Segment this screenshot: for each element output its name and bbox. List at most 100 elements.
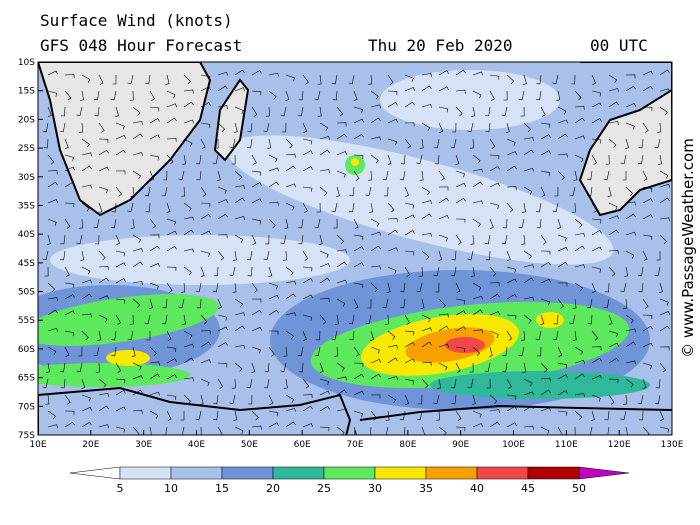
wind-barb — [268, 394, 274, 405]
wind-barb — [557, 346, 563, 357]
wind-barb — [302, 294, 313, 300]
wind-barb — [353, 426, 358, 435]
wind-barb — [81, 152, 92, 157]
wind-barb — [642, 378, 647, 389]
lat-label: 70S — [18, 402, 35, 412]
wind-barb — [625, 201, 636, 206]
wind-barb — [166, 90, 176, 99]
wind-barb — [659, 217, 670, 222]
wind-barb — [213, 410, 219, 421]
wind-barb — [472, 181, 483, 188]
wind-barb — [574, 135, 585, 140]
wind-barb — [438, 197, 449, 204]
wind-barb — [81, 266, 91, 275]
wind-barb — [285, 312, 296, 317]
wind-barb — [620, 154, 627, 165]
wind-barb — [540, 170, 551, 177]
wind-barb — [421, 341, 432, 348]
wind-barb — [93, 90, 100, 101]
wind-barb — [587, 170, 593, 181]
wind-barb — [506, 330, 513, 341]
wind-barb — [166, 266, 177, 271]
wind-barb — [488, 346, 493, 357]
map — [38, 62, 672, 435]
wind-barb — [217, 85, 228, 92]
wind-barb — [623, 394, 628, 405]
wind-barb — [540, 362, 548, 373]
wind-barb — [591, 357, 602, 364]
wind-barb — [64, 421, 75, 428]
wind-barb — [234, 298, 243, 308]
wind-barb — [285, 394, 295, 403]
wind-barb — [654, 138, 661, 149]
wind-barb — [421, 232, 432, 237]
wind-barb — [433, 394, 440, 405]
wind-barb — [248, 394, 253, 405]
wind-barb — [421, 104, 432, 108]
wind-barb — [268, 294, 279, 300]
wind-barb — [127, 202, 134, 213]
wind-barb — [587, 314, 593, 325]
wind-barb — [268, 154, 278, 163]
wind-barb — [404, 250, 415, 256]
colorbar-label: 25 — [317, 482, 331, 495]
wind-barb — [247, 266, 253, 277]
wind-barb — [183, 202, 192, 212]
colorbar-bin — [527, 466, 580, 480]
wind-barb — [149, 154, 160, 161]
wind-barb — [370, 104, 381, 109]
wind-barb — [302, 314, 313, 321]
wind-barb — [370, 330, 375, 341]
wind-barb — [232, 250, 237, 261]
wind-barb — [642, 122, 649, 133]
wind-barb — [268, 218, 276, 229]
wind-barb — [574, 373, 585, 380]
wind-barb — [47, 410, 56, 420]
wind-barb — [387, 266, 397, 275]
wind-barb — [298, 90, 304, 101]
wind-barb — [251, 170, 262, 176]
wind-barb — [642, 426, 650, 435]
wind-barb — [285, 138, 293, 149]
wind-barb — [317, 106, 322, 117]
wind-barb — [251, 90, 262, 96]
wind-barb — [421, 85, 432, 92]
wind-barb — [268, 201, 279, 206]
wind-barb — [132, 152, 143, 157]
wind-barb — [421, 378, 429, 389]
wind-barb — [506, 378, 512, 389]
wind-barb — [302, 330, 307, 341]
wind-barb — [64, 266, 70, 277]
wind-barb — [112, 74, 117, 85]
wind-barb — [625, 85, 636, 92]
wind-barb — [574, 154, 584, 163]
wind-barb — [451, 394, 457, 405]
wind-barb — [183, 266, 192, 276]
wind-barb — [200, 122, 211, 128]
wind-barb — [620, 410, 627, 421]
wind-barb — [370, 218, 380, 227]
wind-barb — [64, 330, 75, 337]
wind-barb — [489, 138, 496, 149]
subtitle: GFS 048 Hour Forecast — [40, 36, 242, 55]
wind-barb — [200, 102, 211, 108]
wind-barb — [149, 410, 159, 419]
wind-barb — [368, 74, 373, 85]
wind-barb — [484, 362, 491, 373]
wind-barb — [625, 103, 636, 108]
wind-barb — [642, 298, 649, 309]
lat-label: 60S — [18, 345, 35, 355]
wind-barb — [574, 282, 583, 292]
wind-barb — [603, 298, 610, 309]
wind-barb — [81, 406, 92, 412]
wind-barb — [659, 311, 670, 316]
wind-barb — [79, 90, 84, 101]
lon-label: 70E — [346, 440, 363, 450]
wind-barb — [370, 346, 380, 354]
wind-barb — [506, 151, 517, 156]
wind-barb — [404, 202, 415, 209]
wind-barb — [506, 250, 511, 261]
wind-barb — [557, 246, 568, 252]
wind-barb — [132, 281, 143, 285]
wind-barb — [149, 218, 156, 229]
